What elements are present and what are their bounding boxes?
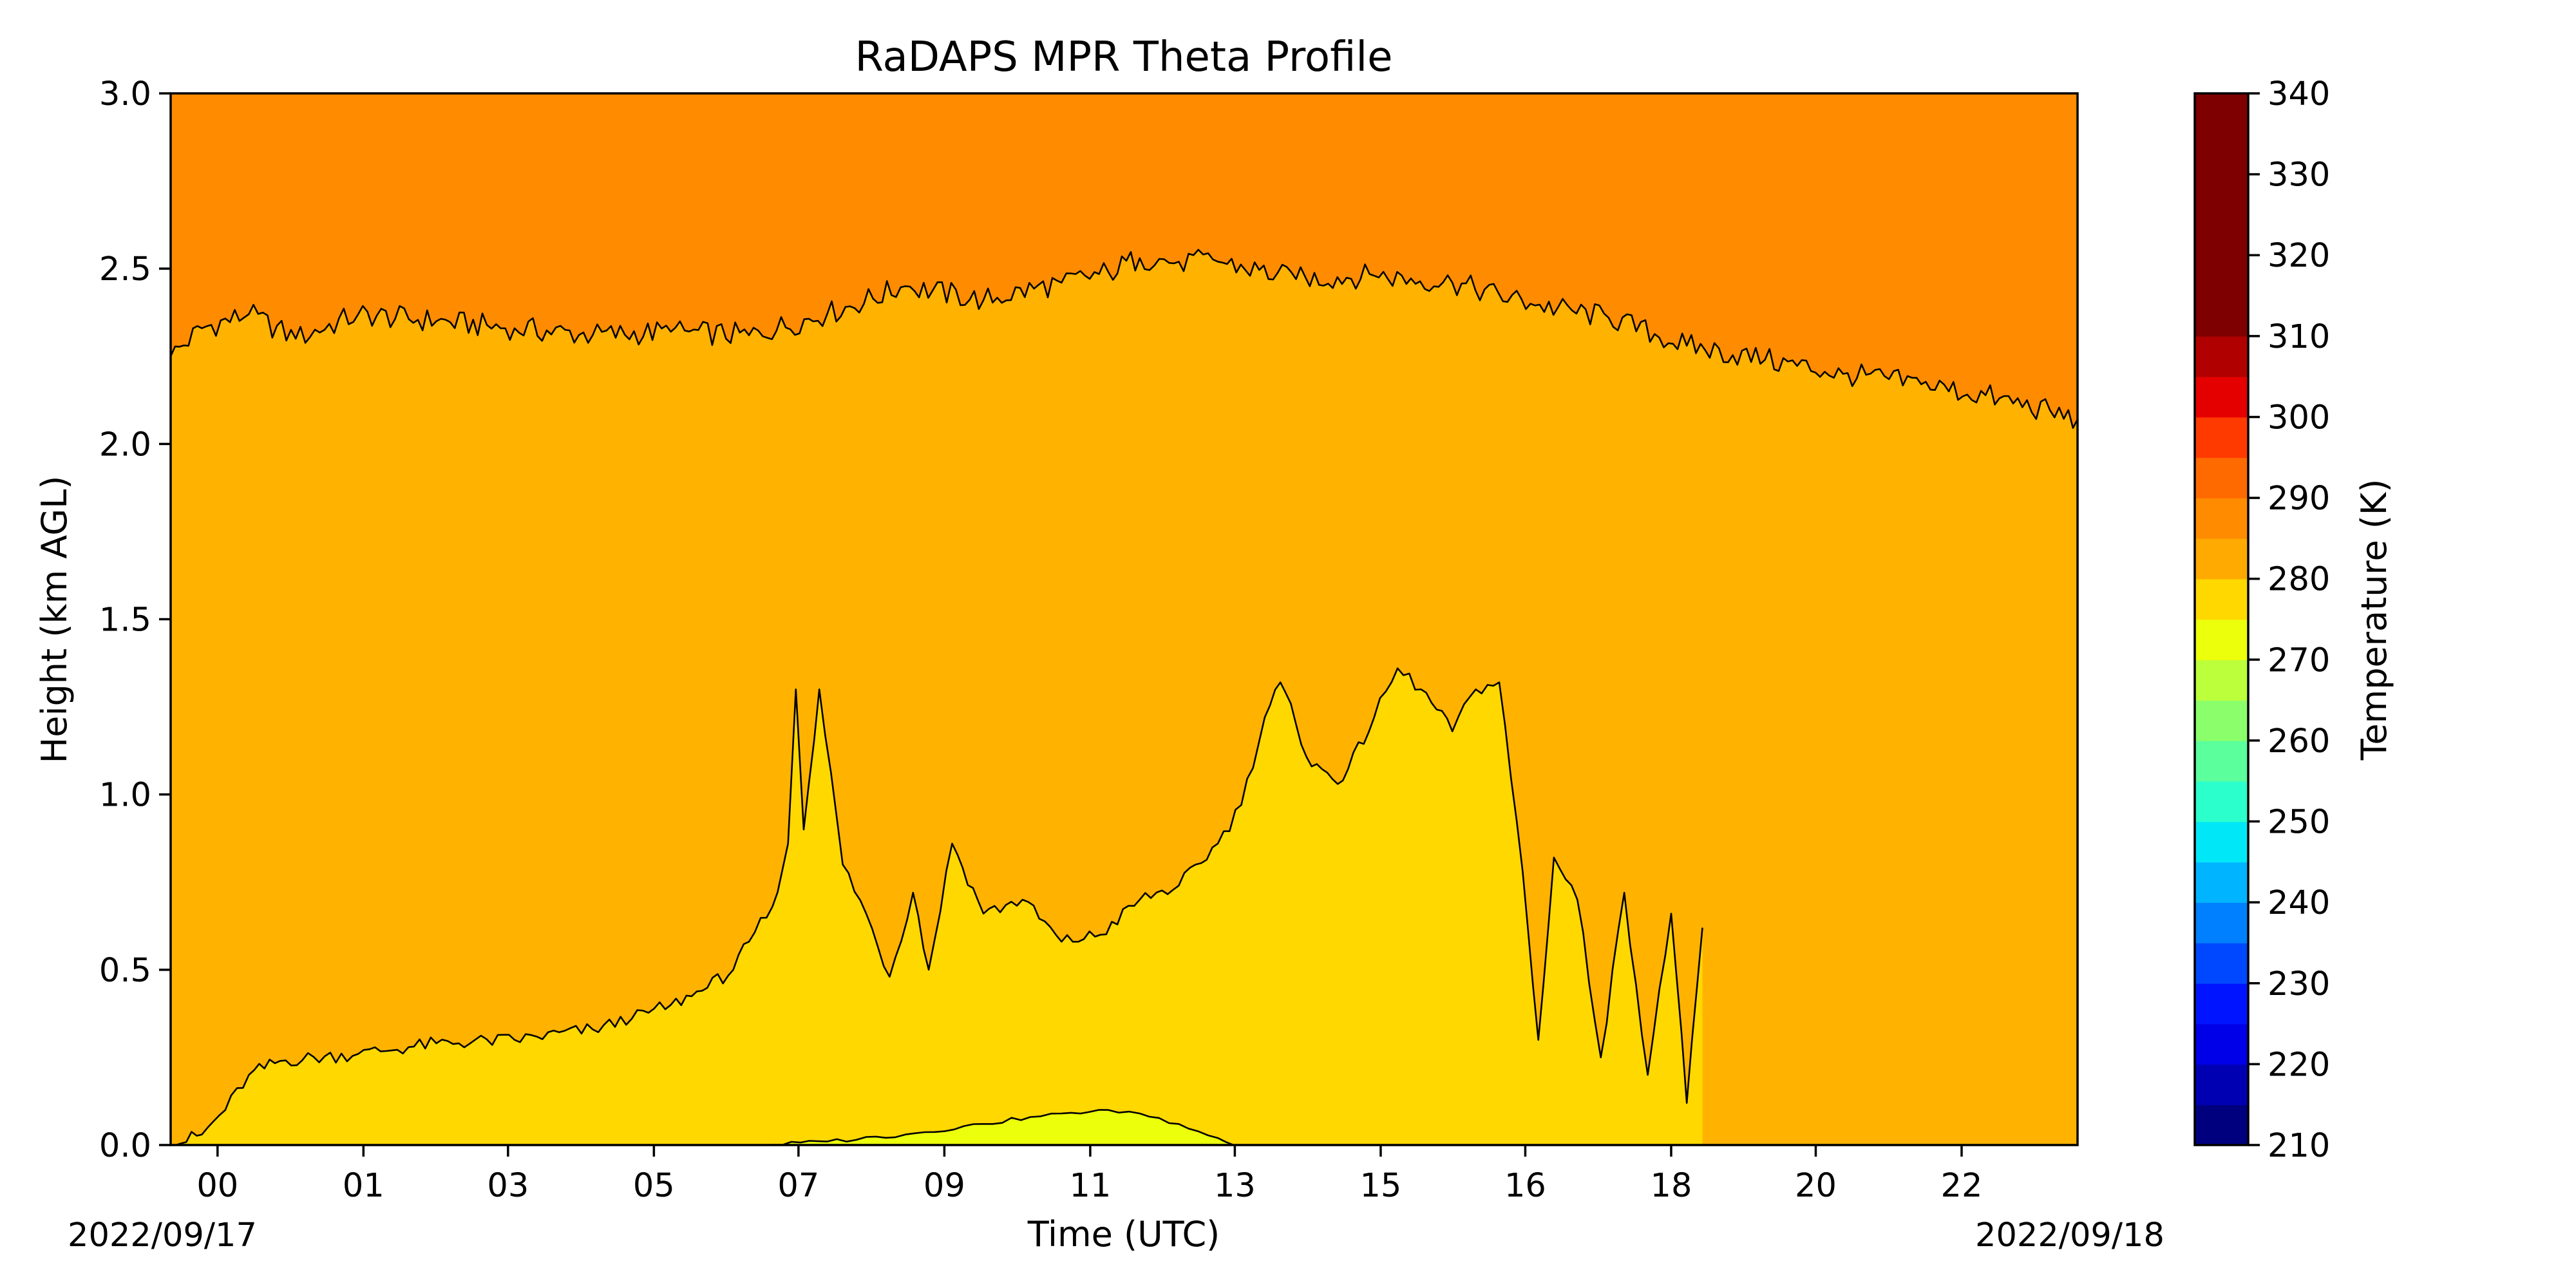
colorbar-tick-label: 330 xyxy=(2268,156,2330,194)
colorbar-segment xyxy=(2195,700,2248,741)
y-tick-label: 0.5 xyxy=(99,952,151,990)
x-tick-label: 03 xyxy=(487,1167,529,1205)
plot-area xyxy=(171,93,2078,1145)
colorbar-tick-label: 210 xyxy=(2268,1127,2330,1165)
colorbar-segment xyxy=(2195,457,2248,498)
colorbar-segment xyxy=(2195,417,2248,459)
colorbar-segment xyxy=(2195,336,2248,377)
chart-title: RaDAPS MPR Theta Profile xyxy=(855,33,1392,81)
contour-line-305 xyxy=(171,249,2078,429)
colorbar-tick-label: 300 xyxy=(2268,399,2330,437)
colorbar-tick-label: 320 xyxy=(2268,237,2330,275)
colorbar-tick-label: 220 xyxy=(2268,1046,2330,1084)
contour-line-300 xyxy=(171,667,1703,1145)
x-axis: 00 01 03 05 07 09 11 13 15 16 18 20 22 xyxy=(196,1145,1982,1205)
colorbar-segment xyxy=(2195,578,2248,620)
start-date-label: 2022/09/17 xyxy=(68,1217,257,1255)
colorbar-segment xyxy=(2195,214,2248,256)
colorbar-tick-label: 250 xyxy=(2268,804,2330,842)
colorbar-frame xyxy=(2193,92,2249,1146)
x-tick-label: 09 xyxy=(923,1167,965,1205)
colorbar-tick-label: 240 xyxy=(2268,884,2330,922)
colorbar-segment xyxy=(2195,1064,2248,1105)
colorbar-segment xyxy=(2195,498,2248,539)
contour-line-295 xyxy=(764,1109,1234,1145)
y-tick-label: 0.0 xyxy=(99,1127,151,1165)
colorbar-segment xyxy=(2195,133,2248,175)
colorbar-tick-label: 310 xyxy=(2268,318,2330,356)
colorbar-label: Temperature (K) xyxy=(2354,479,2394,761)
colorbar-tick-label: 260 xyxy=(2268,723,2330,761)
y-tick-label: 2.5 xyxy=(99,251,151,289)
contour-fill-290-295 xyxy=(764,1110,1234,1145)
x-tick-label: 13 xyxy=(1214,1167,1256,1205)
x-tick-label: 18 xyxy=(1651,1167,1692,1205)
x-tick-label: 22 xyxy=(1941,1167,1983,1205)
contour-fill-300-305 xyxy=(171,249,2078,1145)
end-date-label: 2022/09/18 xyxy=(1975,1217,2164,1255)
x-axis-label: Time (UTC) xyxy=(1027,1214,1220,1255)
colorbar-tick-label: 230 xyxy=(2268,965,2330,1003)
colorbar-tick-label: 280 xyxy=(2268,561,2330,599)
colorbar-segment xyxy=(2195,619,2248,661)
colorbar-segment xyxy=(2195,93,2248,135)
colorbar-segment xyxy=(2195,942,2248,984)
colorbar-tick-label: 270 xyxy=(2268,641,2330,679)
colorbar-segment xyxy=(2195,659,2248,701)
x-tick-label: 01 xyxy=(343,1167,384,1205)
colorbar-segment xyxy=(2195,1023,2248,1065)
y-tick-label: 1.5 xyxy=(99,601,151,639)
colorbar-segment xyxy=(2195,983,2248,1025)
y-axis-label: Height (km AGL) xyxy=(34,476,75,764)
colorbar-segment xyxy=(2195,821,2248,863)
y-tick-label: 3.0 xyxy=(99,75,151,113)
colorbar-tick-label: 290 xyxy=(2268,480,2330,518)
x-tick-label: 16 xyxy=(1504,1167,1546,1205)
colorbar: 210 220 230 240 250 260 270 280 290 300 310 320 330 3… xyxy=(2193,75,2330,1165)
colorbar-tick-label: 340 xyxy=(2268,75,2330,113)
x-tick-label: 20 xyxy=(1795,1167,1837,1205)
colorbar-segment xyxy=(2195,296,2248,337)
colorbar-segment xyxy=(2195,1104,2248,1146)
colorbar-segment xyxy=(2195,902,2248,943)
colorbar-segment xyxy=(2195,255,2248,296)
colorbar-segment xyxy=(2195,376,2248,418)
contour-fill-295-300 xyxy=(171,668,1703,1145)
colorbar-segment xyxy=(2195,174,2248,216)
colorbar-segment xyxy=(2195,538,2248,580)
x-tick-label: 11 xyxy=(1069,1167,1111,1205)
y-tick-label: 1.0 xyxy=(99,777,151,815)
colorbar-segment xyxy=(2195,740,2248,782)
x-tick-label: 05 xyxy=(633,1167,675,1205)
x-tick-label: 00 xyxy=(196,1167,238,1205)
x-tick-label: 07 xyxy=(777,1167,819,1205)
colorbar-segment xyxy=(2195,781,2248,822)
colorbar-segment xyxy=(2195,862,2248,903)
x-tick-label: 15 xyxy=(1359,1167,1401,1205)
y-tick-label: 2.0 xyxy=(99,426,151,464)
y-axis: 0.0 0.5 1.0 1.5 2.0 2.5 3.0 xyxy=(99,75,171,1165)
